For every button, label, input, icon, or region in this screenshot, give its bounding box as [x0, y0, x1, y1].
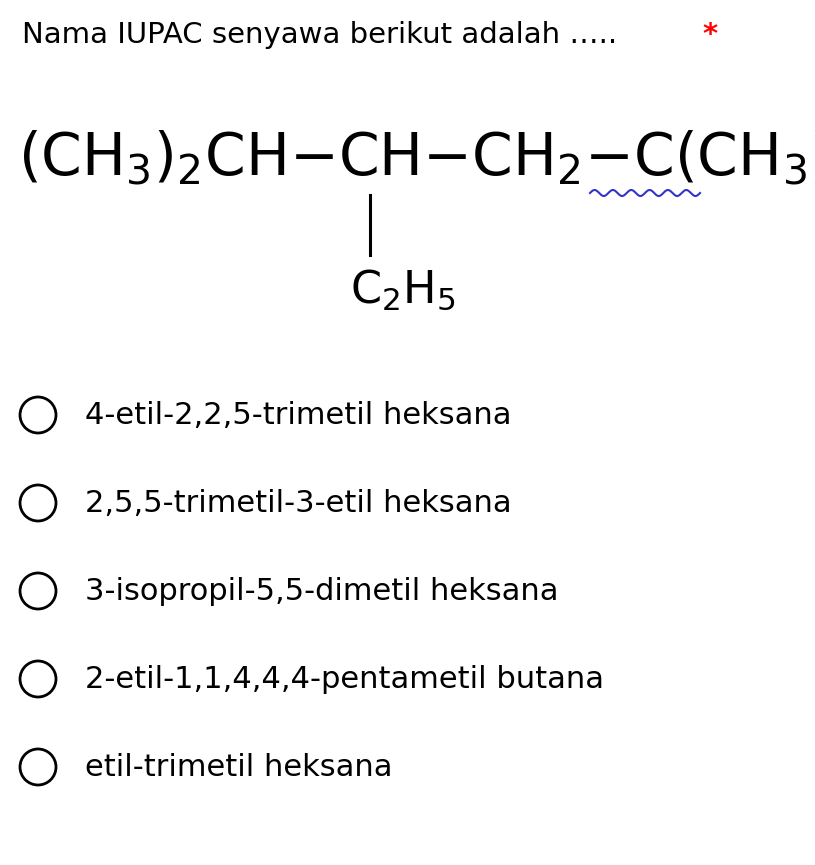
Text: $\mathregular{C_2H_5}$: $\mathregular{C_2H_5}$	[350, 267, 456, 312]
Text: Nama IUPAC senyawa berikut adalah …..: Nama IUPAC senyawa berikut adalah …..	[22, 21, 627, 49]
Text: *: *	[702, 21, 717, 49]
Text: 2,5,5-trimetil-3-etil heksana: 2,5,5-trimetil-3-etil heksana	[85, 489, 512, 517]
Text: 3-isopropil-5,5-dimetil heksana: 3-isopropil-5,5-dimetil heksana	[85, 576, 558, 606]
Text: 2-etil-1,1,4,4,4-pentametil butana: 2-etil-1,1,4,4,4-pentametil butana	[85, 664, 604, 694]
Text: $\mathregular{(CH_3)_2CH{-}CH{-}CH_2{-}C(CH_3)_3}$: $\mathregular{(CH_3)_2CH{-}CH{-}CH_2{-}C…	[18, 128, 815, 187]
Text: 4-etil-2,2,5-trimetil heksana: 4-etil-2,2,5-trimetil heksana	[85, 400, 512, 430]
Text: etil-trimetil heksana: etil-trimetil heksana	[85, 753, 393, 781]
